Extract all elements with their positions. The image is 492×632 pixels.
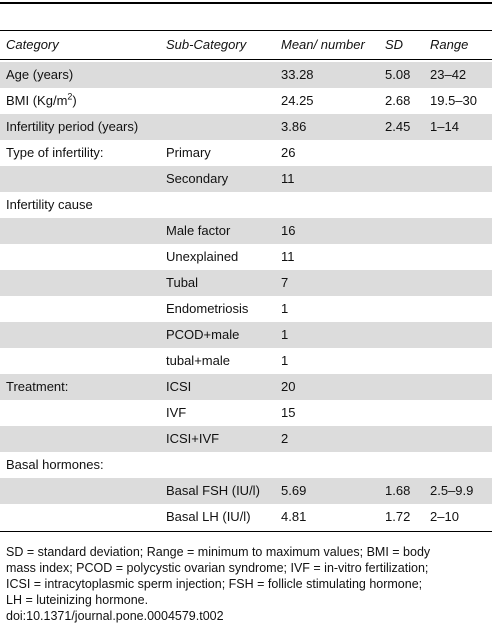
table-row: ICSI+IVF 2 bbox=[0, 426, 492, 452]
table-cell: 20 bbox=[281, 379, 296, 394]
table-row: Unexplained 11 bbox=[0, 244, 492, 270]
table-cell: 23–42 bbox=[430, 67, 467, 82]
table-cell: Unexplained bbox=[166, 249, 239, 264]
header-row: Category Sub-Category Mean/ number SD Range bbox=[0, 32, 492, 58]
table-row: Type of infertility: Primary 26 bbox=[0, 140, 492, 166]
cell-text: BMI (Kg/m bbox=[6, 93, 68, 108]
table-cell: 1.68 bbox=[385, 483, 411, 498]
table-cell: 1.72 bbox=[385, 509, 411, 524]
table-cell: Primary bbox=[166, 145, 211, 160]
table-cell: 26 bbox=[281, 145, 296, 160]
table-cell: ICSI+IVF bbox=[166, 431, 220, 446]
table-row: Tubal 7 bbox=[0, 270, 492, 296]
table-row: Male factor 16 bbox=[0, 218, 492, 244]
table-row: BMI (Kg/m2) 24.25 2.68 19.5–30 bbox=[0, 88, 492, 114]
table-cell: 2.45 bbox=[385, 119, 411, 134]
table-cell: 11 bbox=[281, 171, 295, 186]
table-cell: 1 bbox=[281, 301, 289, 316]
table-row: Treatment: ICSI 20 bbox=[0, 374, 492, 400]
table-cell: 1 bbox=[281, 353, 289, 368]
bottom-rule bbox=[0, 531, 492, 532]
footnote-line: mass index; PCOD = polycystic ovarian sy… bbox=[6, 561, 429, 575]
table-row: Basal FSH (IU/l) 5.69 1.68 2.5–9.9 bbox=[0, 478, 492, 504]
top-rule bbox=[0, 2, 492, 4]
table-row: Basal hormones: bbox=[0, 452, 492, 478]
header-cell: Category bbox=[6, 37, 59, 52]
header-rule-top bbox=[0, 30, 492, 31]
table-row: Age (years) 33.28 5.08 23–42 bbox=[0, 62, 492, 88]
footnote-line: LH = luteinizing hormone. bbox=[6, 593, 149, 607]
table-cell: Infertility cause bbox=[6, 197, 93, 212]
table-cell: 2 bbox=[281, 431, 289, 446]
cell-text: ) bbox=[72, 93, 77, 108]
table-cell: Tubal bbox=[166, 275, 199, 290]
superscript: 2 bbox=[67, 91, 73, 102]
table-cell: Treatment: bbox=[6, 379, 69, 394]
table-cell: Basal hormones: bbox=[6, 457, 104, 472]
footnote-line: ICSI = intracytoplasmic sperm injection;… bbox=[6, 577, 423, 591]
table-cell: 1–14 bbox=[430, 119, 459, 134]
table-cell: PCOD+male bbox=[166, 327, 240, 342]
table-cell: Male factor bbox=[166, 223, 231, 238]
table-cell: 2–10 bbox=[430, 509, 459, 524]
table-cell: IVF bbox=[166, 405, 187, 420]
table-cell: 11 bbox=[281, 249, 295, 264]
table-cell: Basal LH (IU/l) bbox=[166, 509, 251, 524]
table-cell: BMI (Kg/m2) bbox=[6, 88, 77, 114]
table-cell: Age (years) bbox=[6, 67, 74, 82]
doi: doi:10.1371/journal.pone.0004579.t002 bbox=[6, 609, 224, 623]
table-row: Basal LH (IU/l) 4.81 1.72 2–10 bbox=[0, 504, 492, 530]
table-cell: Endometriosis bbox=[166, 301, 249, 316]
table-row: Secondary 11 bbox=[0, 166, 492, 192]
table-cell: tubal+male bbox=[166, 353, 230, 368]
table-cell: 16 bbox=[281, 223, 296, 238]
table-cell: 4.81 bbox=[281, 509, 307, 524]
table-row: Endometriosis 1 bbox=[0, 296, 492, 322]
table-cell: 3.86 bbox=[281, 119, 307, 134]
table-cell: 5.69 bbox=[281, 483, 307, 498]
table-row: PCOD+male 1 bbox=[0, 322, 492, 348]
table-cell: 15 bbox=[281, 405, 296, 420]
table-row: Infertility cause bbox=[0, 192, 492, 218]
table-cell: 33.28 bbox=[281, 67, 314, 82]
table-cell: Basal FSH (IU/l) bbox=[166, 483, 260, 498]
header-cell: Range bbox=[430, 37, 469, 52]
footnote-line: SD = standard deviation; Range = minimum… bbox=[6, 545, 431, 559]
table-row: tubal+male 1 bbox=[0, 348, 492, 374]
table-cell: 2.5–9.9 bbox=[430, 483, 474, 498]
header-cell: Mean/ number bbox=[281, 37, 365, 52]
table-row: IVF 15 bbox=[0, 400, 492, 426]
table-cell: 7 bbox=[281, 275, 289, 290]
table-cell: Secondary bbox=[166, 171, 229, 186]
table-row: Infertility period (years) 3.86 2.45 1–14 bbox=[0, 114, 492, 140]
table-cell: Infertility period (years) bbox=[6, 119, 139, 134]
table-cell: Type of infertility: bbox=[6, 145, 104, 160]
table-cell: 5.08 bbox=[385, 67, 411, 82]
table-cell: ICSI bbox=[166, 379, 192, 394]
table-cell: 24.25 bbox=[281, 93, 314, 108]
table-cell: 19.5–30 bbox=[430, 93, 477, 108]
table-cell: 2.68 bbox=[385, 93, 411, 108]
header-cell: Sub-Category bbox=[166, 37, 247, 52]
header-cell: SD bbox=[385, 37, 404, 52]
header-rule-bottom bbox=[0, 59, 492, 60]
table-cell: 1 bbox=[281, 327, 289, 342]
